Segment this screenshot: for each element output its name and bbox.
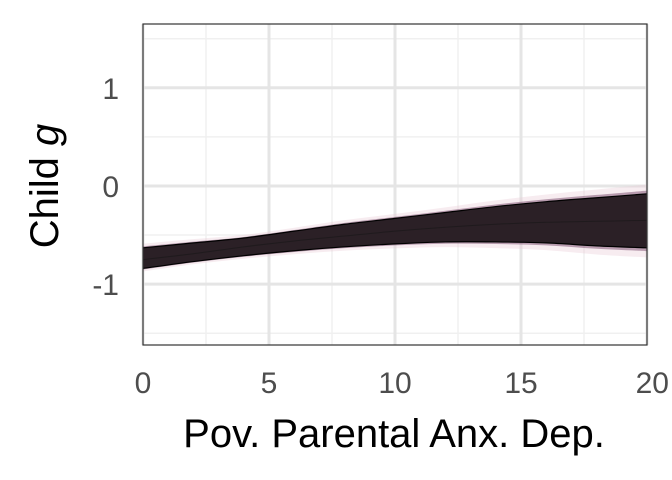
y-axis-title-italic: g (23, 124, 67, 146)
y-tick-label: 1 (102, 73, 119, 106)
x-tick-label: 0 (135, 367, 152, 400)
y-axis-title-text: Child (23, 146, 67, 248)
x-tick-label: 20 (636, 367, 669, 400)
x-tick-label: 15 (504, 367, 537, 400)
x-tick-label: 10 (378, 367, 411, 400)
y-tick-labels: -1 0 1 (92, 73, 119, 302)
grid-major (141, 24, 649, 345)
mean-line (142, 219, 648, 261)
x-tick-labels: 0 5 10 15 20 (135, 367, 669, 400)
lower-bound-line (142, 241, 648, 270)
y-axis-title: Child g (23, 124, 67, 249)
x-axis-title: Pov. Parental Anx. Dep. (183, 412, 605, 456)
y-tick-label: 0 (102, 171, 119, 204)
x-tick-label: 5 (261, 367, 278, 400)
series-layer (142, 184, 648, 272)
plot-panel (142, 23, 648, 346)
y-tick-label: -1 (92, 269, 119, 302)
upper-bound-line (142, 193, 648, 249)
